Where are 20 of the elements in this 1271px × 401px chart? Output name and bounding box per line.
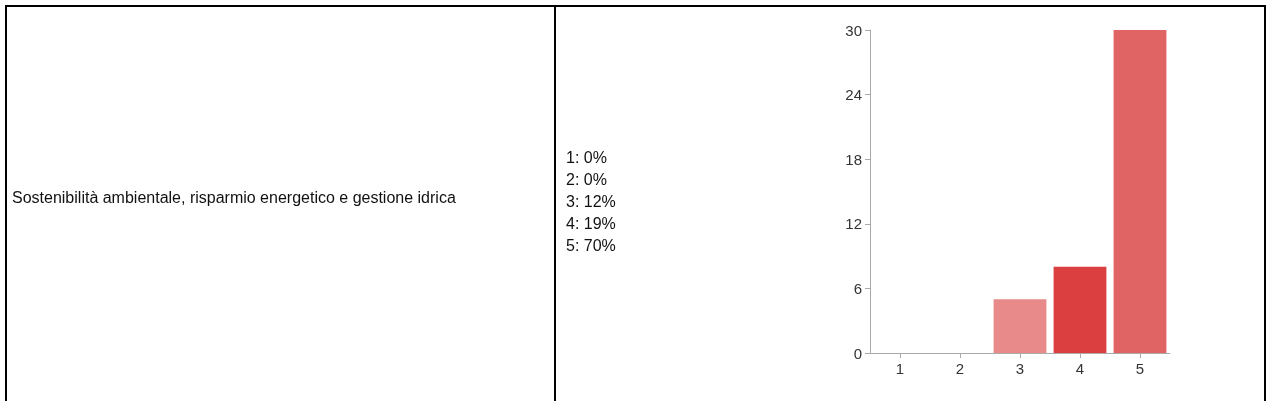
text: Sostenibilità ambientale, risparmio energetico e gestione idrica — [12, 188, 457, 208]
text: 4: 19% — [566, 214, 616, 234]
y-tick-label: 6 — [853, 279, 862, 297]
x-tick-label: 1 — [895, 360, 905, 377]
text: 5: 70% — [566, 236, 616, 256]
text: 1: 0% — [566, 148, 608, 168]
y-tick-label: 30 — [845, 21, 862, 39]
y-tick-label: 12 — [845, 215, 862, 233]
x-tick-label: 4 — [1075, 360, 1085, 377]
x-tick-label: 5 — [1135, 360, 1145, 377]
y-tick-label: 0 — [853, 344, 862, 362]
bar — [993, 299, 1047, 353]
text: 3: 12% — [566, 192, 616, 212]
x-tick-label: 2 — [955, 360, 965, 377]
text: 2: 0% — [566, 170, 608, 190]
y-tick-label: 24 — [845, 86, 862, 104]
y-tick-label: 18 — [845, 150, 862, 168]
bar — [1053, 266, 1107, 353]
x-tick-label: 3 — [1015, 360, 1025, 377]
bar — [1113, 30, 1167, 353]
